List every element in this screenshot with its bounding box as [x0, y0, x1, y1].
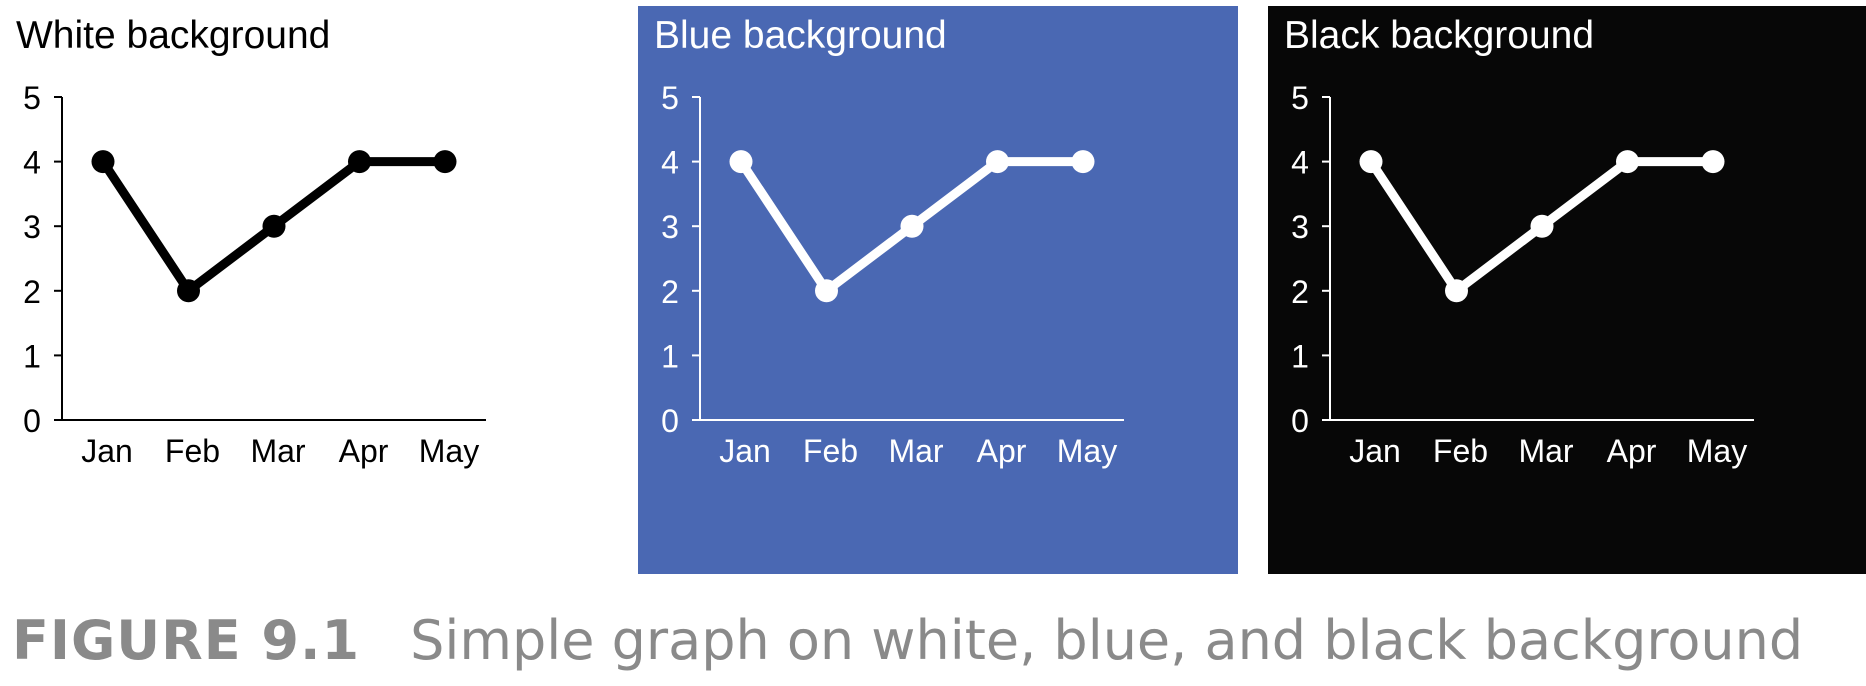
data-point	[815, 279, 838, 303]
y-tick-label: 2	[661, 274, 679, 310]
chart-title: Blue background	[654, 14, 947, 57]
x-tick-label: Mar	[250, 433, 305, 469]
data-point	[729, 150, 753, 174]
y-tick-label: 4	[1291, 145, 1309, 181]
x-tick-label: Jan	[1349, 433, 1401, 469]
chart-title: White background	[16, 14, 330, 57]
y-tick-label: 1	[1291, 338, 1309, 374]
data-point	[986, 150, 1009, 174]
y-tick-label: 1	[23, 338, 41, 374]
x-tick-label: Apr	[339, 433, 389, 469]
chart-black: Black background 0 1 2 3 4 5 Jan Feb Mar Apr May	[1268, 6, 1866, 574]
data-point	[1445, 279, 1468, 303]
y-tick-label: 0	[661, 403, 679, 439]
x-tick-label: Apr	[1607, 433, 1657, 469]
x-tick-label: Mar	[888, 433, 943, 469]
y-tick-label: 4	[23, 145, 41, 181]
y-tick-label: 3	[1291, 209, 1309, 245]
figure-caption-text: Simple graph on white, blue, and black b…	[410, 609, 1804, 672]
y-tick-label: 5	[23, 80, 41, 116]
y-tick-label: 4	[661, 145, 679, 181]
x-tick-label: Mar	[1518, 433, 1573, 469]
x-tick-label: Feb	[165, 433, 220, 469]
y-tick-label: 2	[23, 274, 41, 310]
x-tick-label: May	[419, 433, 479, 469]
data-point	[262, 214, 286, 238]
data-point	[433, 150, 457, 174]
data-point	[91, 150, 115, 174]
chart-background	[638, 6, 1238, 574]
chart-background	[1268, 6, 1866, 574]
y-tick-label: 5	[1291, 80, 1309, 116]
data-point	[1071, 150, 1095, 174]
x-tick-label: Feb	[803, 433, 858, 469]
data-point	[1359, 150, 1383, 174]
chart-panel-blue: Blue background 0 1 2 3 4 5 Jan Feb Mar Apr May	[638, 6, 1238, 574]
data-point	[1530, 214, 1554, 238]
x-tick-label: May	[1057, 433, 1117, 469]
figure-label: FIGURE 9.1	[12, 609, 361, 672]
y-tick-label: 0	[1291, 403, 1309, 439]
x-tick-label: Jan	[719, 433, 771, 469]
chart-background	[0, 6, 600, 574]
chart-blue: Blue background 0 1 2 3 4 5 Jan Feb Mar Apr May	[638, 6, 1238, 574]
data-point	[1616, 150, 1639, 174]
y-tick-label: 1	[661, 338, 679, 374]
y-tick-label: 5	[661, 80, 679, 116]
data-point	[177, 279, 200, 303]
y-tick-label: 0	[23, 403, 41, 439]
data-point	[900, 214, 924, 238]
y-tick-label: 3	[661, 209, 679, 245]
x-tick-label: Apr	[977, 433, 1027, 469]
chart-panel-white: White background 0 1 2 3 4 5 Jan Feb Mar Apr May	[0, 6, 600, 574]
data-point	[348, 150, 371, 174]
figure-caption: FIGURE 9.1 Simple graph on white, blue, a…	[12, 614, 1803, 668]
y-tick-label: 2	[1291, 274, 1309, 310]
x-tick-label: May	[1687, 433, 1747, 469]
x-tick-label: Feb	[1433, 433, 1488, 469]
y-tick-label: 3	[23, 209, 41, 245]
x-tick-label: Jan	[81, 433, 133, 469]
chart-white: White background 0 1 2 3 4 5 Jan Feb Mar Apr May	[0, 6, 600, 574]
chart-title: Black background	[1284, 14, 1594, 57]
data-point	[1701, 150, 1725, 174]
chart-panel-black: Black background 0 1 2 3 4 5 Jan Feb Mar Apr May	[1268, 6, 1866, 574]
